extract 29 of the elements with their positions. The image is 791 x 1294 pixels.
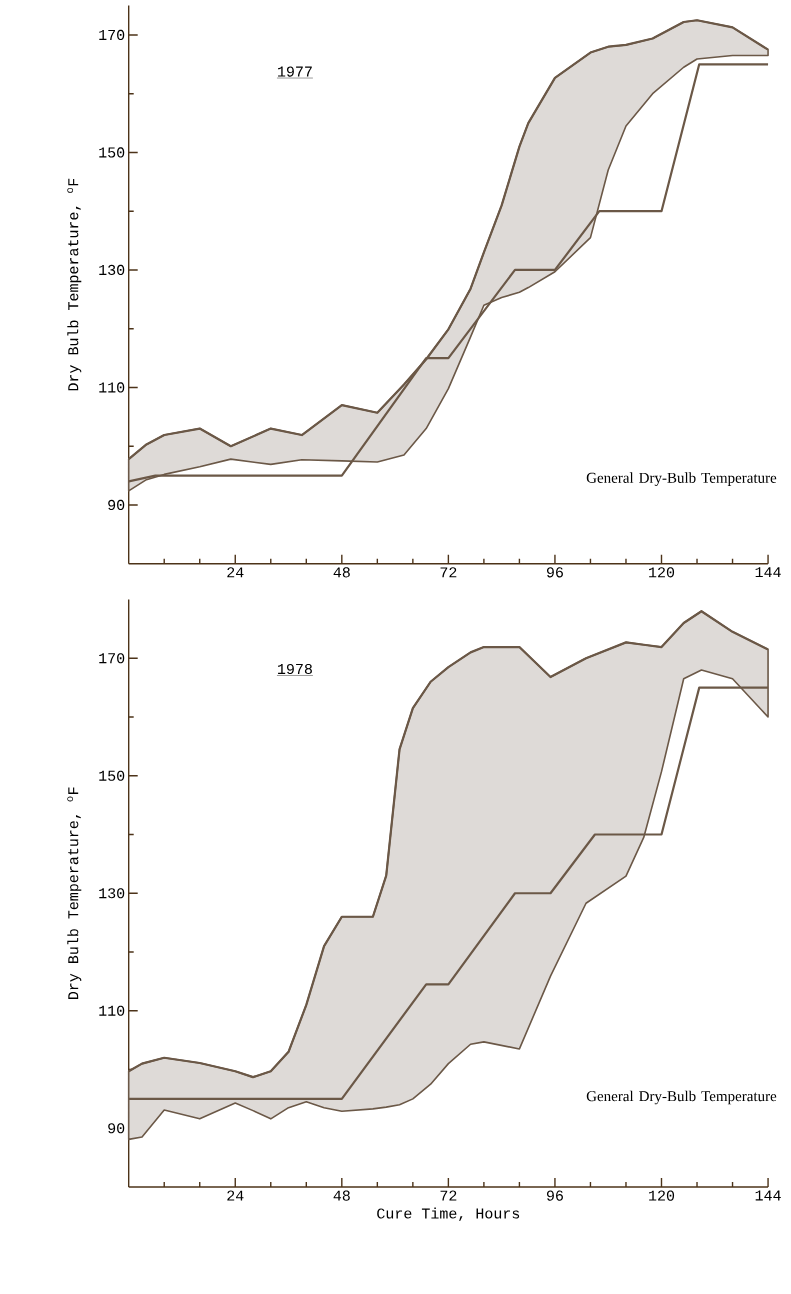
x-tick-label: 48 [333, 1190, 350, 1201]
text: 1977 [278, 66, 312, 77]
x-tick-label: 48 [333, 567, 350, 578]
x-tick-label: 96 [546, 1190, 563, 1201]
x-tick-label: 72 [440, 1190, 457, 1201]
y-tick-label: 170 [99, 29, 125, 41]
x-tick-label: 120 [649, 567, 675, 578]
x-tick-label: 24 [227, 567, 244, 578]
x-tick-label: 144 [755, 567, 781, 578]
x-tick-label: 120 [649, 1190, 675, 1201]
y-tick-label: 130 [99, 888, 125, 899]
x-tick-label: 96 [546, 567, 563, 578]
text: General Dry-Bulb Temperature [586, 472, 777, 486]
x-tick-label: 72 [440, 567, 457, 578]
y-tick-label: 150 [99, 770, 125, 781]
y-axis-title: Dry Bulb Temperature, $^{o}$F [67, 787, 82, 999]
y-tick-label: 90 [108, 1123, 125, 1134]
y-tick-label: 110 [99, 1005, 125, 1016]
y-tick-label: 110 [99, 382, 125, 393]
x-axis-title: Cure Time, Hours [377, 1207, 520, 1222]
x-tick-label: 144 [755, 1190, 781, 1201]
text: General Dry-Bulb Temperature [586, 1090, 777, 1105]
x-tick-label: 24 [227, 1190, 244, 1201]
y-tick-label: 130 [99, 264, 125, 276]
y-tick-label: 150 [99, 147, 125, 158]
y-tick-label: 90 [108, 499, 125, 511]
y-axis-title: Dry Bulb Temperature, $^{o}$F [67, 178, 82, 391]
text: 1978 [278, 663, 312, 675]
y-tick-label: 170 [99, 653, 125, 664]
